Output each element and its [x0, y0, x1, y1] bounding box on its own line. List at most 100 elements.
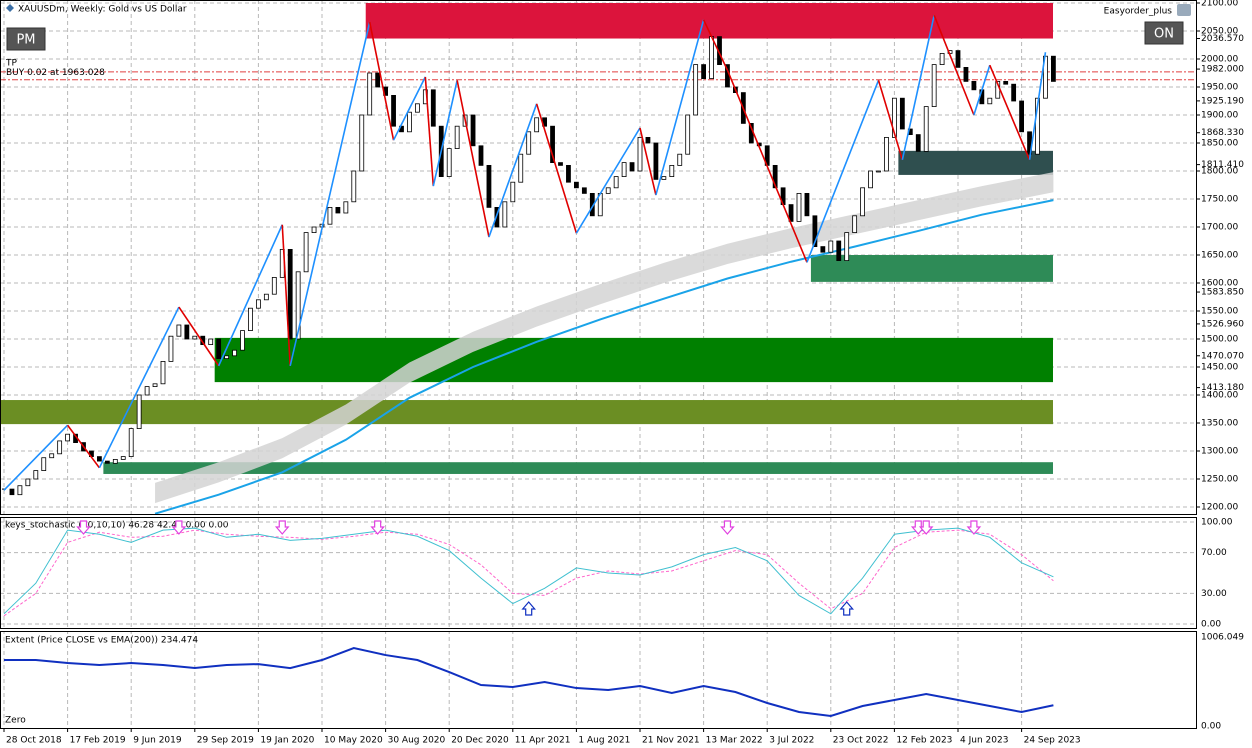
pm-button[interactable]: [6, 27, 46, 51]
y-tick-label: 0.00: [1201, 722, 1221, 732]
candle: [963, 67, 969, 82]
candle: [709, 36, 714, 79]
candle: [502, 201, 508, 228]
y-tick-label: 1650.00: [1201, 251, 1238, 261]
candle: [884, 136, 889, 172]
candle: [232, 349, 237, 357]
pm-button-label[interactable]: PM: [16, 33, 35, 48]
candle: [128, 428, 134, 458]
stochastic-title: keys_stochastic (30,10,10) 46.28 42.40 0…: [5, 521, 229, 531]
candle: [852, 215, 858, 234]
x-tick-label: 4 Jun 2023: [960, 736, 1008, 746]
candle: [621, 162, 627, 178]
candle: [915, 134, 921, 152]
on-button-label[interactable]: ON: [1154, 27, 1174, 42]
candle: [327, 206, 333, 225]
candle: [248, 307, 253, 332]
axes: 28 Oct 2018 17 Feb 2019 9 Jun 2019 29 Sep 2…: [3, 0, 1244, 746]
y-tick-label: 1526.960: [1201, 319, 1244, 329]
candle: [772, 164, 778, 189]
candle: [923, 106, 929, 152]
sell-arrow: [720, 520, 735, 535]
candle: [892, 97, 897, 138]
candle: [526, 131, 532, 155]
candle: [176, 324, 182, 337]
zigzag-leg: [901, 15, 935, 160]
candle: [216, 338, 222, 360]
zigzag-leg: [488, 103, 538, 238]
candle: [653, 142, 659, 180]
candle: [414, 103, 420, 113]
candle: [311, 226, 317, 233]
candle: [1051, 55, 1056, 82]
candle: [876, 170, 881, 173]
candle: [263, 293, 269, 301]
candle: [685, 114, 691, 155]
order-label: TP: [5, 58, 17, 68]
y-tick-label: 1470.070: [1201, 351, 1244, 361]
y-tick-label: 0.00: [1201, 620, 1221, 630]
sell-arrow: [171, 520, 187, 535]
candle: [860, 187, 865, 217]
y-tick-label: 1583.850: [1201, 288, 1244, 298]
y-tick-label: 2100.00: [1201, 0, 1238, 9]
x-tick-label: 19 Jan 2020: [260, 736, 314, 746]
candle: [470, 114, 476, 147]
zigzag-leg: [368, 21, 395, 141]
y-tick-label: 1400.00: [1201, 391, 1238, 401]
zone: [0, 400, 1053, 425]
y-tick-label: 1868.330: [1201, 128, 1244, 138]
candle: [645, 136, 651, 144]
x-tick-label: 17 Feb 2019: [70, 736, 126, 746]
zigzag-leg: [535, 103, 578, 234]
zigzag-leg: [655, 19, 705, 196]
candle: [939, 53, 945, 66]
y-tick-label: 1006.049: [1201, 633, 1244, 643]
candle: [65, 433, 70, 442]
candle: [287, 248, 293, 340]
ema-line: [154, 199, 1054, 514]
candle: [987, 97, 993, 105]
stochastic-panel: keys_stochastic (30,10,10) 46.28 42.40 0…: [0, 518, 1197, 628]
candle: [295, 271, 301, 340]
sell-arrow: [76, 520, 91, 535]
ema-band: [155, 172, 1054, 504]
x-tick-label: 10 May 2020: [324, 736, 383, 746]
expert-icon: [1177, 4, 1191, 16]
candle: [335, 206, 341, 214]
x-tick-label: 3 Jul 2022: [769, 736, 814, 746]
y-tick-label: 1500.00: [1201, 335, 1238, 345]
on-button[interactable]: [1144, 21, 1184, 45]
y-tick-label: 1982.000: [1201, 65, 1244, 75]
zigzag-leg: [424, 76, 435, 187]
x-tick-label: 9 Jun 2019: [133, 736, 182, 746]
candle: [486, 164, 492, 208]
candle: [788, 204, 794, 222]
candle: [669, 164, 675, 177]
stochastic-frame: [0, 517, 1197, 629]
y-tick-label: 1600.00: [1201, 279, 1238, 289]
extent-frame: [0, 631, 1197, 729]
header: XAUUSDm, Weekly: Gold vs US Dollar PM ON…: [6, 4, 1191, 51]
candle: [605, 187, 611, 194]
candle: [208, 338, 214, 345]
candle: [57, 440, 63, 455]
candle: [9, 488, 15, 496]
candle: [844, 232, 850, 262]
y-tick-label: 1550.00: [1201, 307, 1238, 317]
sell-arrow: [918, 520, 934, 535]
candle: [661, 176, 667, 180]
candle: [152, 383, 158, 387]
candle: [168, 335, 174, 362]
zigzag-leg: [98, 306, 180, 469]
zigzag-leg: [933, 15, 975, 116]
expert-name: Easyorder_plus: [1104, 7, 1173, 17]
y-tick-label: 2036.570: [1201, 34, 1244, 44]
x-tick-label: 24 Sep 2023: [1024, 736, 1081, 746]
x-tick-label: 28 Oct 2018: [6, 736, 62, 746]
candle: [351, 170, 357, 203]
candle: [49, 453, 55, 459]
zero-label: Zero: [5, 716, 26, 726]
